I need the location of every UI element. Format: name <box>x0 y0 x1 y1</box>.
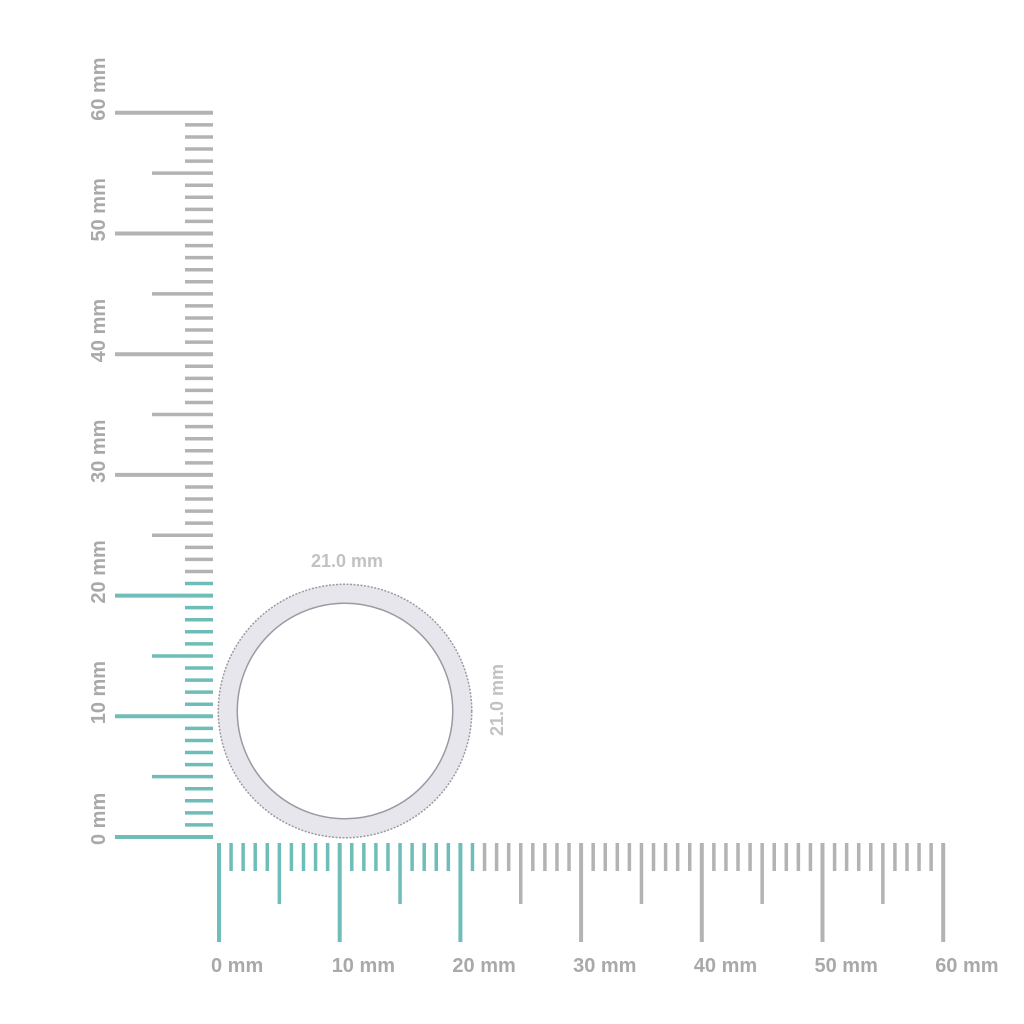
vertical-axis-label: 60 mm <box>88 57 110 120</box>
horizontal-axis-label: 0 mm <box>211 955 263 977</box>
vertical-axis-label: 50 mm <box>88 178 110 241</box>
horizontal-axis-label: 20 mm <box>452 955 515 977</box>
horizontal-axis-label: 40 mm <box>694 955 757 977</box>
horizontal-ruler: 0 mm 10 mm 20 mm 30 mm 40 mm 50 mm 60 mm <box>211 843 999 977</box>
ring-width-label: 21.0 mm <box>311 551 383 571</box>
ring-band <box>218 584 472 838</box>
ring-outer-edge <box>217 583 473 839</box>
ring-height-label: 21.0 mm <box>487 664 507 736</box>
vertical-axis-label: 20 mm <box>88 540 110 603</box>
horizontal-axis-label: 50 mm <box>815 955 878 977</box>
vertical-axis-label: 30 mm <box>88 420 110 483</box>
vertical-axis-label: 0 mm <box>88 793 110 845</box>
horizontal-axis-label: 60 mm <box>935 955 998 977</box>
vertical-axis-label: 40 mm <box>88 299 110 362</box>
horizontal-axis-label: 10 mm <box>332 955 395 977</box>
ring-inner-edge <box>236 602 454 820</box>
ring <box>217 583 473 839</box>
horizontal-axis-label: 30 mm <box>573 955 636 977</box>
vertical-ruler: 0 mm 10 mm 20 mm 30 mm 40 mm 50 mm 60 mm <box>88 57 213 845</box>
vertical-axis-label: 10 mm <box>88 661 110 724</box>
